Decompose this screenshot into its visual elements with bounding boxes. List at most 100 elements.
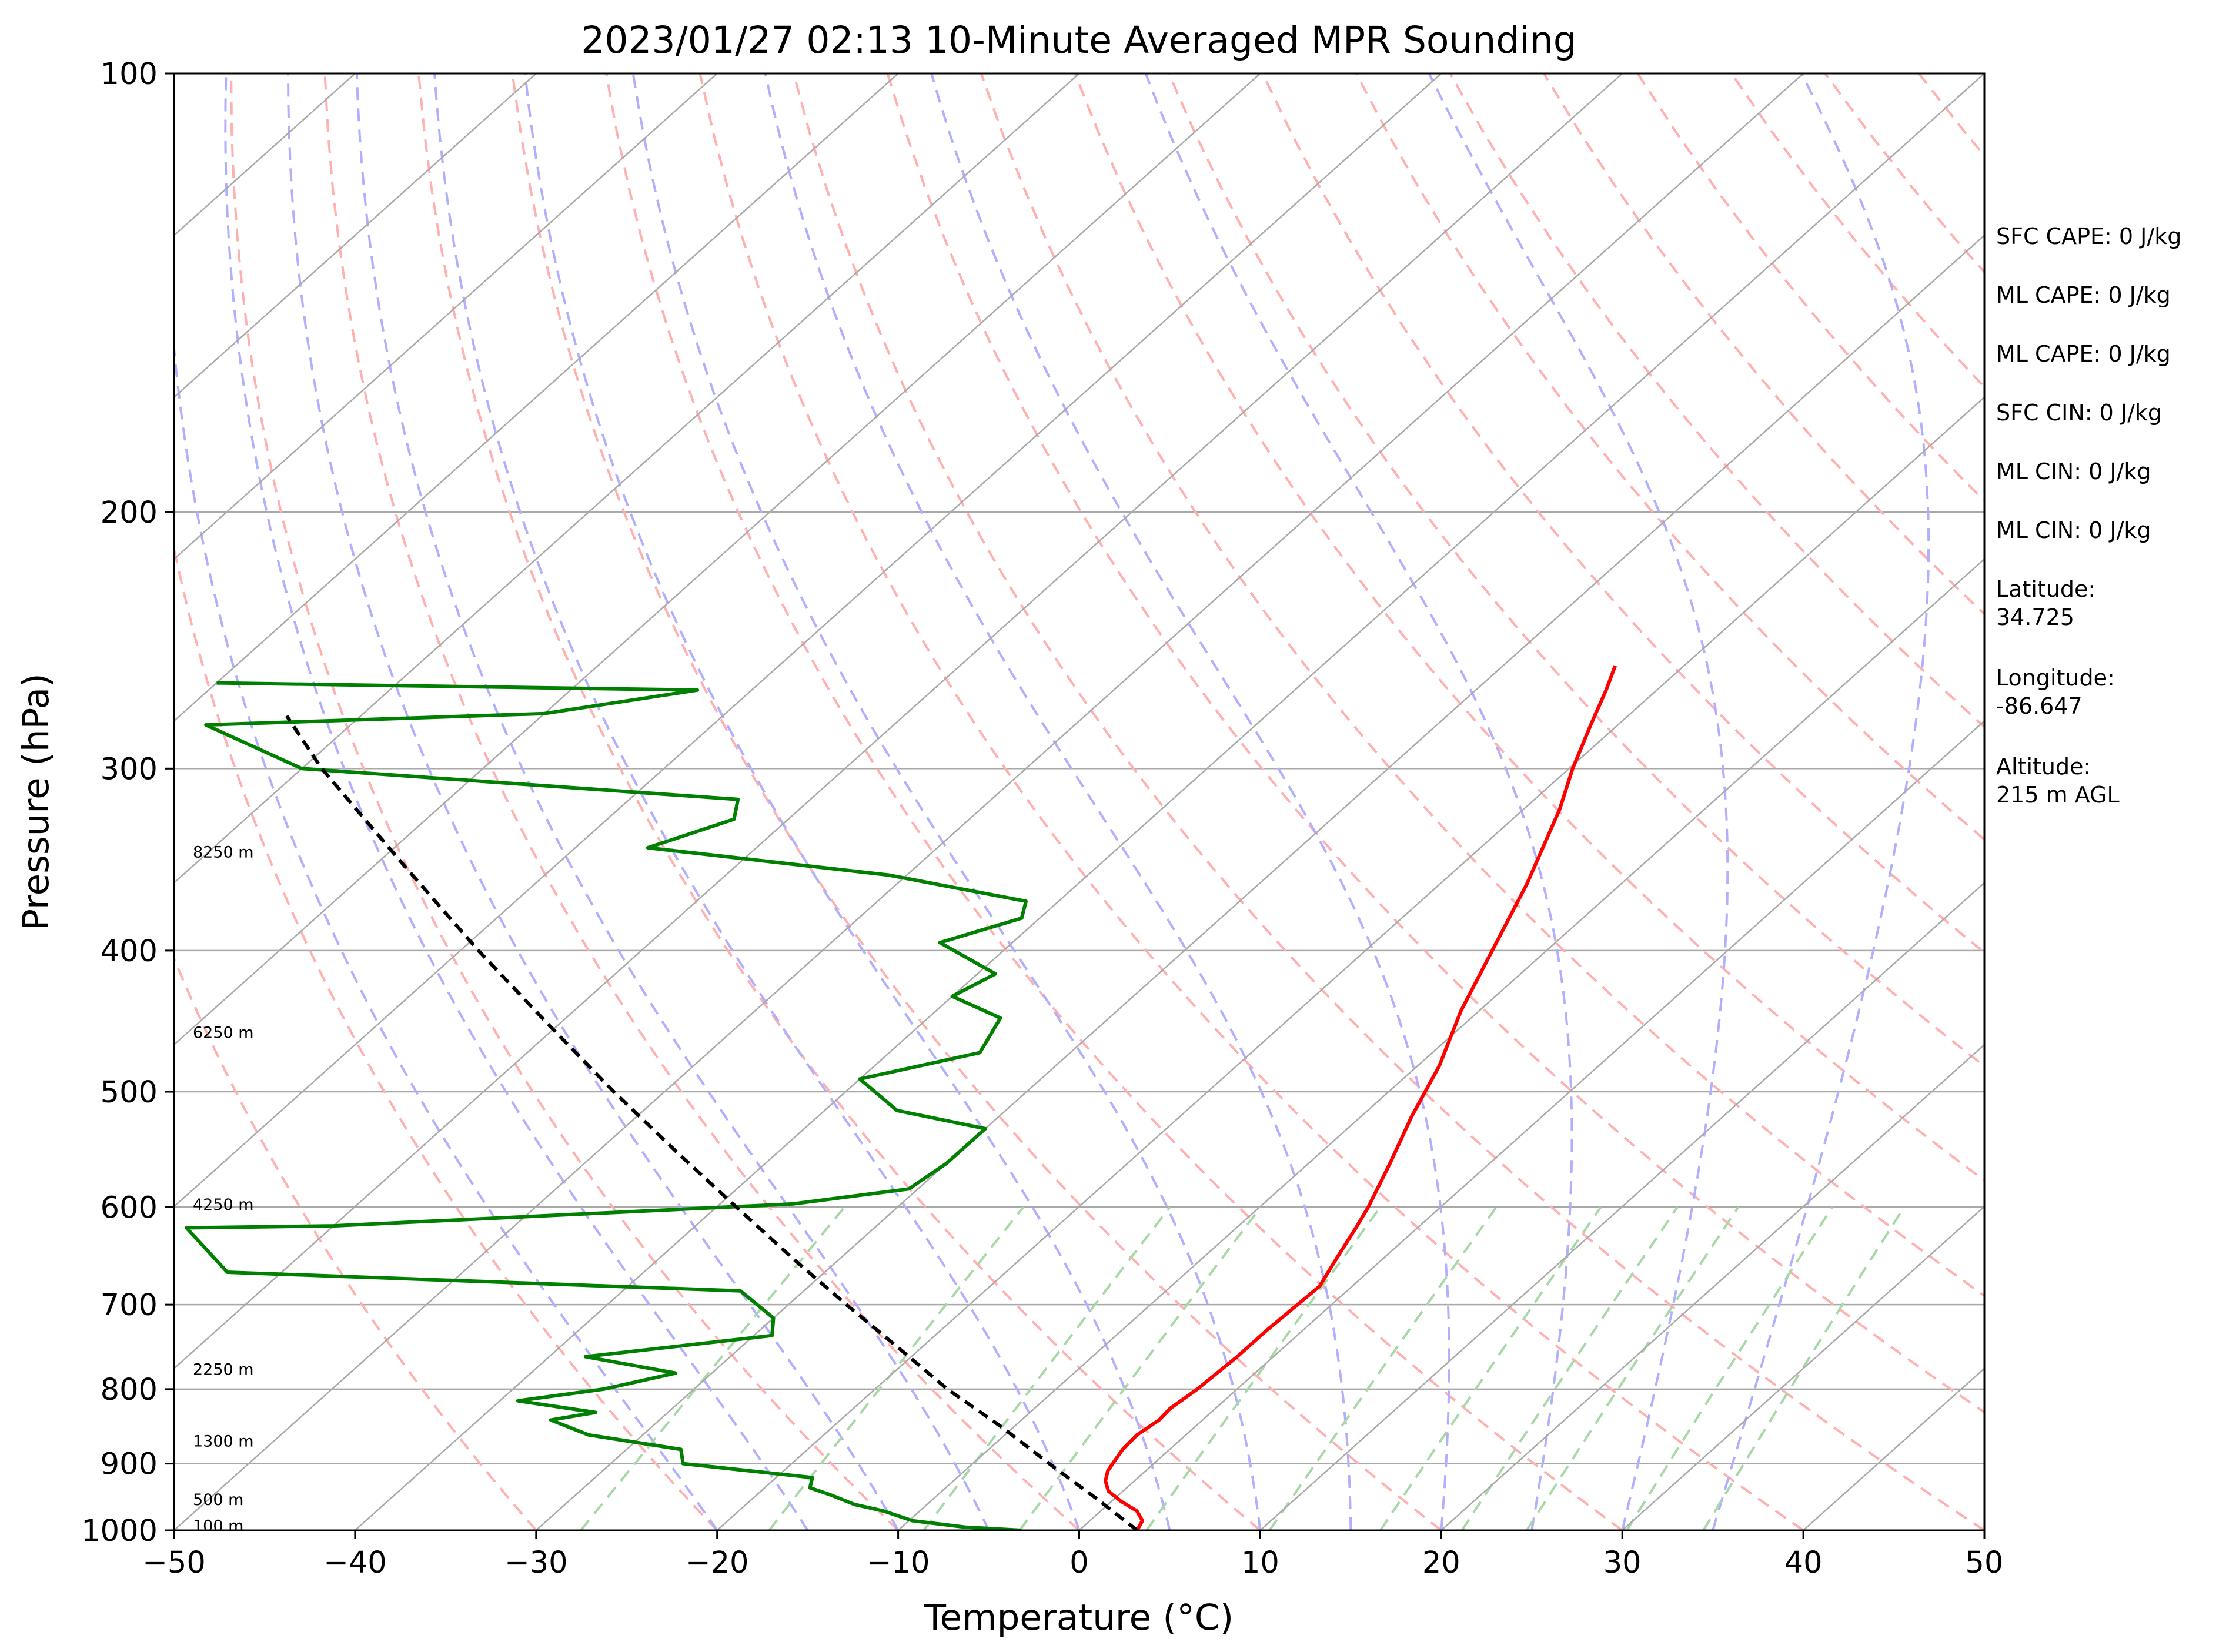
x-axis-label: Temperature (°C) (924, 1597, 1234, 1638)
x-axis-ticks: −50 −40 −30 −20 −10 0 10 20 30 40 50 (142, 1530, 2003, 1580)
x-tick-label: −50 (142, 1546, 206, 1580)
isotherm (174, 73, 899, 723)
height-label: 6250 m (193, 1024, 254, 1042)
y-axis-ticks: 1000 900 800 700 600 500 400 300 200 100 (81, 57, 174, 1549)
height-label: 1300 m (193, 1433, 254, 1451)
mixing-ratio-line (1379, 1206, 1602, 1530)
mixing-ratio-line (1018, 1206, 1262, 1530)
isotherm (174, 73, 1623, 1370)
mixing-ratio-line (1145, 1206, 1382, 1530)
moist-adiabat (764, 73, 1352, 1530)
x-tick-label: −20 (686, 1546, 749, 1580)
stat-line: -86.647 (1996, 693, 2083, 719)
moist-adiabat (1144, 73, 1573, 1530)
y-tick-label: 900 (101, 1447, 158, 1482)
mixing-ratio-line (768, 1206, 1024, 1530)
height-label: 8250 m (193, 843, 254, 861)
x-tick-label: −10 (867, 1546, 930, 1580)
dry-adiabat (886, 73, 1984, 1414)
isotherm (174, 73, 1442, 1208)
isotherm (174, 73, 1804, 1530)
temperature-profile-line (1104, 665, 1617, 1530)
y-tick-label: 100 (101, 57, 158, 92)
x-tick-label: 0 (1069, 1546, 1088, 1580)
mixing-ratio-line (1626, 1206, 1834, 1530)
isotherm (174, 73, 1261, 1046)
dry-adiabat (323, 73, 1080, 1530)
mixing-ratio-line (1702, 1206, 1906, 1530)
sounding-stats-panel: SFC CAPE: 0 J/kg ML CAPE: 0 J/kg ML CAPE: … (1996, 223, 2181, 808)
dry-adiabat (174, 955, 537, 1530)
height-label: 2250 m (193, 1361, 254, 1379)
isotherm (535, 234, 1984, 1530)
height-annotations: 100 m 500 m 1300 m 2250 m 4250 m 6250 m 8250 m (193, 843, 254, 1535)
mixing-ratio-line (1526, 1206, 1740, 1530)
isotherm (1259, 881, 1984, 1530)
x-tick-label: 40 (1784, 1546, 1823, 1580)
dry-adiabat (698, 73, 1804, 1530)
isotherm (1078, 720, 1984, 1530)
isotherm (174, 73, 1080, 884)
y-tick-label: 1000 (81, 1514, 158, 1549)
dry-adiabat (174, 543, 718, 1530)
parcel-profile-line (285, 714, 1138, 1530)
dry-adiabat (980, 73, 1984, 1297)
dry-adiabat (792, 73, 1984, 1530)
y-tick-label: 300 (101, 752, 158, 787)
stat-line: Latitude: (1996, 576, 2095, 602)
moist-adiabat (433, 73, 1081, 1530)
y-tick-label: 800 (101, 1373, 158, 1407)
y-tick-label: 700 (101, 1288, 158, 1323)
moist-adiabat (1428, 73, 1729, 1530)
isotherm (1622, 1205, 1984, 1530)
x-tick-label: 20 (1422, 1546, 1460, 1580)
isotherm (716, 396, 1984, 1530)
isotherm (174, 73, 718, 560)
isotherm (897, 558, 1984, 1530)
dry-adiabat (605, 73, 1623, 1530)
stat-line: ML CAPE: 0 J/kg (1996, 341, 2171, 367)
dry-adiabat (1449, 73, 1984, 728)
stat-line: Longitude: (1996, 665, 2115, 691)
y-tick-label: 600 (101, 1190, 158, 1225)
dry-adiabat (1168, 73, 1984, 1068)
height-label: 4250 m (193, 1196, 254, 1214)
y-axis-label: Pressure (hPa) (15, 673, 57, 931)
stat-line: ML CAPE: 0 J/kg (1996, 282, 2171, 308)
mixing-ratio-line (1268, 1206, 1498, 1530)
stat-line: 215 m AGL (1996, 782, 2120, 808)
chart-title: 2023/01/27 02:13 10-Minute Averaged MPR … (581, 19, 1577, 62)
moist-adiabat (1712, 73, 1930, 1530)
isotherm (174, 73, 537, 399)
background-lines (174, 73, 1984, 1530)
x-tick-label: 10 (1241, 1546, 1279, 1580)
x-tick-label: 50 (1966, 1546, 2004, 1580)
stat-line: SFC CAPE: 0 J/kg (1996, 223, 2181, 249)
dry-adiabat (511, 73, 1442, 1530)
height-label: 500 m (193, 1491, 243, 1509)
y-tick-label: 500 (101, 1075, 158, 1110)
y-tick-label: 400 (101, 934, 158, 969)
mixing-ratio-line (580, 1206, 845, 1530)
moist-adiabat (224, 73, 809, 1530)
stat-line: Altitude: (1996, 754, 2091, 780)
dry-adiabat (417, 73, 1261, 1530)
dry-adiabat (230, 73, 899, 1530)
stat-line: ML CIN: 0 J/kg (1996, 517, 2151, 543)
isotherm (1440, 1044, 1984, 1530)
y-tick-label: 200 (101, 496, 158, 530)
moist-adiabat (287, 73, 900, 1530)
dry-adiabat (1074, 73, 1984, 1182)
stat-line: ML CIN: 0 J/kg (1996, 459, 2151, 484)
stat-line: 34.725 (1996, 604, 2074, 630)
height-label: 100 m (193, 1517, 243, 1535)
x-tick-label: −40 (323, 1546, 387, 1580)
moist-adiabat (524, 73, 1171, 1530)
sounding-series (185, 665, 1617, 1530)
x-tick-label: −30 (504, 1546, 568, 1580)
dewpoint-profile-line (185, 681, 1028, 1530)
stat-line: SFC CIN: 0 J/kg (1996, 400, 2162, 426)
mixing-ratio-line (923, 1206, 1171, 1530)
moist-adiabat (355, 73, 990, 1530)
